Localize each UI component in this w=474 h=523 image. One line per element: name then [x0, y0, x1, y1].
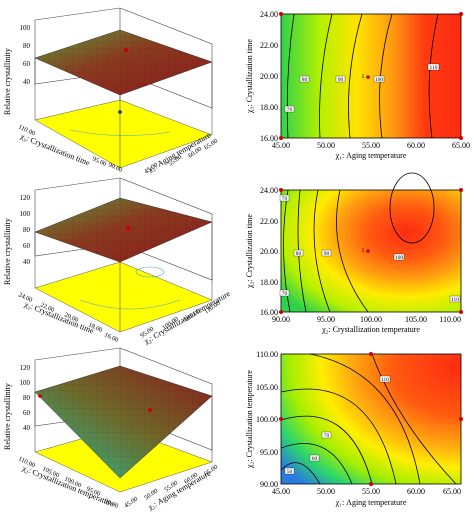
tick-label: 50.00 — [317, 487, 335, 496]
tick-label: 60 — [23, 242, 31, 250]
contour-3-y-label: χ₂: Crystallization temperature — [245, 370, 254, 469]
tick-label: 20.00 — [260, 72, 278, 81]
surface-2-z-ticks: 120 100 80 60 40 — [20, 194, 31, 266]
contour-1-y-ticks: 24.00 22.00 20.00 18.00 16.00 — [260, 10, 278, 143]
tick-label: 80 — [23, 226, 31, 234]
surface-3-z-ticks: 120 100 80 60 40 — [20, 364, 31, 432]
panel-contour-2: 70 80 90 100 110 5 70 24.00 22.00 20.00 … — [245, 172, 463, 334]
tick-label: 18.00 — [260, 103, 278, 112]
tick-label: 50.00 — [317, 141, 335, 150]
contour-3-y-ticks: 110.00 105.00 100.00 95.00 90.00 — [256, 350, 278, 489]
tick-label: 95.00 — [317, 315, 335, 324]
tick-label: 16.00 — [103, 331, 119, 344]
tick-label: 110.00 — [439, 315, 461, 324]
tick-label: 22.00 — [260, 217, 278, 226]
tick-label: 18.00 — [260, 278, 278, 287]
contour-2-plot — [280, 189, 462, 313]
tick-label: 105.00 — [256, 383, 278, 392]
tick-label: 105.00 — [405, 315, 427, 324]
contour-label: 60 — [312, 456, 318, 462]
contour-2-y-ticks: 24.00 22.00 20.00 18.00 16.00 — [260, 186, 278, 317]
tick-label: 95.00 — [260, 448, 278, 457]
contour-label: 50 — [287, 469, 293, 475]
tick-label: 65.00 — [452, 141, 470, 150]
tick-label: 60 — [23, 60, 31, 68]
tick-label: 40 — [23, 258, 31, 266]
contour-label: 100 — [395, 255, 404, 261]
contour-label: 70 — [282, 291, 288, 297]
tick-label: 120 — [20, 194, 31, 202]
tick-label: 100 — [20, 210, 31, 218]
contour-1-y-label: χ₃: Crystallization time — [245, 39, 254, 114]
contour-1-x-label: χ₁: Aging temperature — [335, 151, 407, 160]
contour-label: 70 — [282, 196, 288, 202]
contour-label: 70 — [324, 433, 330, 439]
surface-1-z-label: Relative crystallinity — [3, 48, 12, 115]
contour-2-y-label: χ₃: Crystallization time — [245, 214, 254, 289]
contour-3-x-label: χ₁: Aging temperature — [335, 498, 407, 507]
contour-1-labels: 70 80 90 100 110 5 — [284, 63, 440, 113]
tick-label: 100.00 — [360, 315, 382, 324]
tick-label: 120 — [20, 364, 31, 372]
tick-label: 100 — [20, 24, 31, 32]
center-label: 5 — [362, 74, 365, 80]
contour-3-labels: 50 60 70 110 — [284, 375, 391, 475]
tick-label: 90.00 — [260, 480, 278, 489]
tick-label: 80 — [23, 42, 31, 50]
tick-label: 60.00 — [407, 487, 425, 496]
contour-2-x-label: χ₂: Crystallization temperature — [321, 325, 420, 334]
tick-label: 55.00 — [362, 141, 380, 150]
surface-1-base — [34, 99, 213, 169]
contour-3-x-ticks: 45.00 50.00 55.00 60.00 65.00 — [272, 487, 461, 496]
contour-label: 110 — [451, 297, 459, 303]
tick-label: 40 — [23, 78, 31, 86]
contour-1-x-ticks: 45.00 50.00 55.00 60.00 65.00 — [272, 141, 470, 150]
panel-surface-2: 120 100 80 60 40 Relative crystallinity … — [3, 177, 232, 346]
panel-contour-1: 70 80 90 100 110 5 24.00 22.00 20.00 18.… — [245, 10, 470, 160]
tick-label: 24.00 — [260, 186, 278, 195]
tick-label: 16.00 — [260, 308, 278, 317]
contour-label: 90 — [324, 251, 330, 257]
tick-label: 110.00 — [256, 350, 278, 359]
tick-label: 45.00 — [272, 141, 290, 150]
contour-label: 80 — [296, 251, 302, 257]
panel-surface-3: 120 100 80 60 40 Relative crystallinity … — [3, 347, 219, 512]
tick-label: 55.00 — [362, 487, 380, 496]
contour-label: 110 — [381, 377, 389, 383]
contour-2-labels: 70 80 90 100 110 5 70 — [279, 194, 461, 303]
tick-label: 90.00 — [272, 315, 290, 324]
surface-3-z-label: Relative crystallinity — [3, 383, 12, 450]
tick-label: 40 — [23, 424, 31, 432]
tick-label: 60 — [23, 409, 31, 417]
tick-label: 24.00 — [260, 10, 278, 19]
tick-label: 16.00 — [260, 134, 278, 143]
tick-label: 45.00 — [123, 496, 139, 510]
contour-2-x-ticks: 90.00 95.00 100.00 105.00 110.00 — [272, 315, 461, 324]
contour-label: 80 — [302, 77, 308, 83]
contour-1-plot — [280, 13, 462, 139]
contour-label: 110 — [429, 65, 437, 71]
tick-label: 60.00 — [407, 141, 425, 150]
tick-label: 100 — [20, 379, 31, 387]
surface-2-z-label: Relative crystallinity — [3, 218, 12, 285]
tick-label: 22.00 — [260, 41, 278, 50]
contour-label: 90 — [338, 77, 344, 83]
surface-1-z-ticks: 100 80 60 40 — [20, 24, 31, 86]
contour-label: 70 — [287, 107, 293, 113]
panel-contour-3: 50 60 70 110 110.00 105.00 100.00 95.00 … — [245, 350, 463, 507]
tick-label: 100.00 — [256, 415, 278, 424]
tick-label: 80 — [23, 394, 31, 402]
contour-label: 100 — [375, 77, 384, 83]
panel-surface-1: 100 80 60 40 Relative crystallinity 110.… — [3, 7, 219, 176]
contour-3-lines — [280, 353, 457, 485]
center-label: 5 — [362, 248, 365, 254]
tick-label: 65.00 — [443, 487, 461, 496]
contour-3-plot — [280, 353, 462, 485]
tick-label: 45.00 — [272, 487, 290, 496]
tick-label: 20.00 — [260, 247, 278, 256]
